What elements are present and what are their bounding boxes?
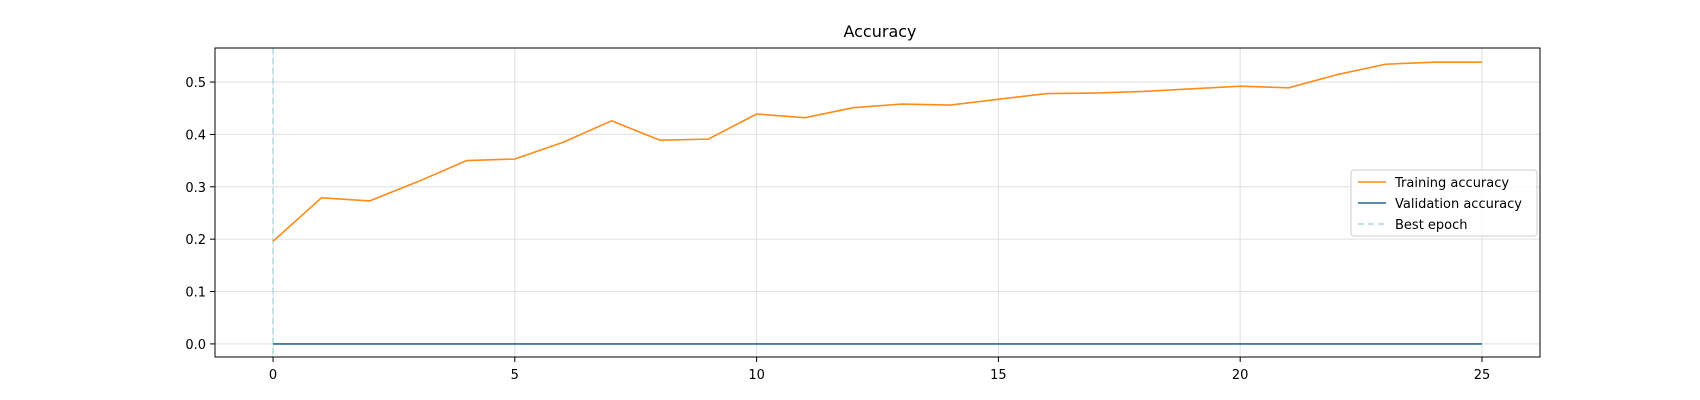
x-tick-label: 10 (748, 368, 765, 383)
plot-frame (214, 47, 1541, 358)
legend-label: Training accuracy (1394, 176, 1509, 191)
x-tick-label: 15 (990, 368, 1007, 383)
training-accuracy-line (272, 61, 1482, 242)
tick-layer: 0 5 10 15 20 25 0.0 0.1 0.2 0.3 0.4 0.5 (185, 76, 1490, 383)
y-tick-label: 0.4 (185, 128, 206, 143)
chart-title: Accuracy (843, 22, 916, 41)
x-tick-label: 0 (269, 368, 277, 383)
data-layer (272, 48, 1482, 357)
y-tick-label: 0.5 (185, 76, 206, 91)
legend-label: Best epoch (1395, 218, 1468, 233)
x-tick-label: 5 (511, 368, 519, 383)
y-tick-label: 0.1 (185, 286, 206, 301)
x-tick-label: 20 (1232, 368, 1249, 383)
x-tick-label: 25 (1474, 368, 1491, 383)
y-tick-label: 0.0 (185, 338, 206, 353)
legend: Training accuracy Validation accuracy Best… (1350, 169, 1538, 237)
legend-box (1350, 169, 1538, 237)
legend-label: Validation accuracy (1395, 197, 1522, 212)
grid-layer (215, 48, 1540, 357)
y-tick-label: 0.3 (185, 181, 206, 196)
y-tick-label: 0.2 (185, 233, 206, 248)
